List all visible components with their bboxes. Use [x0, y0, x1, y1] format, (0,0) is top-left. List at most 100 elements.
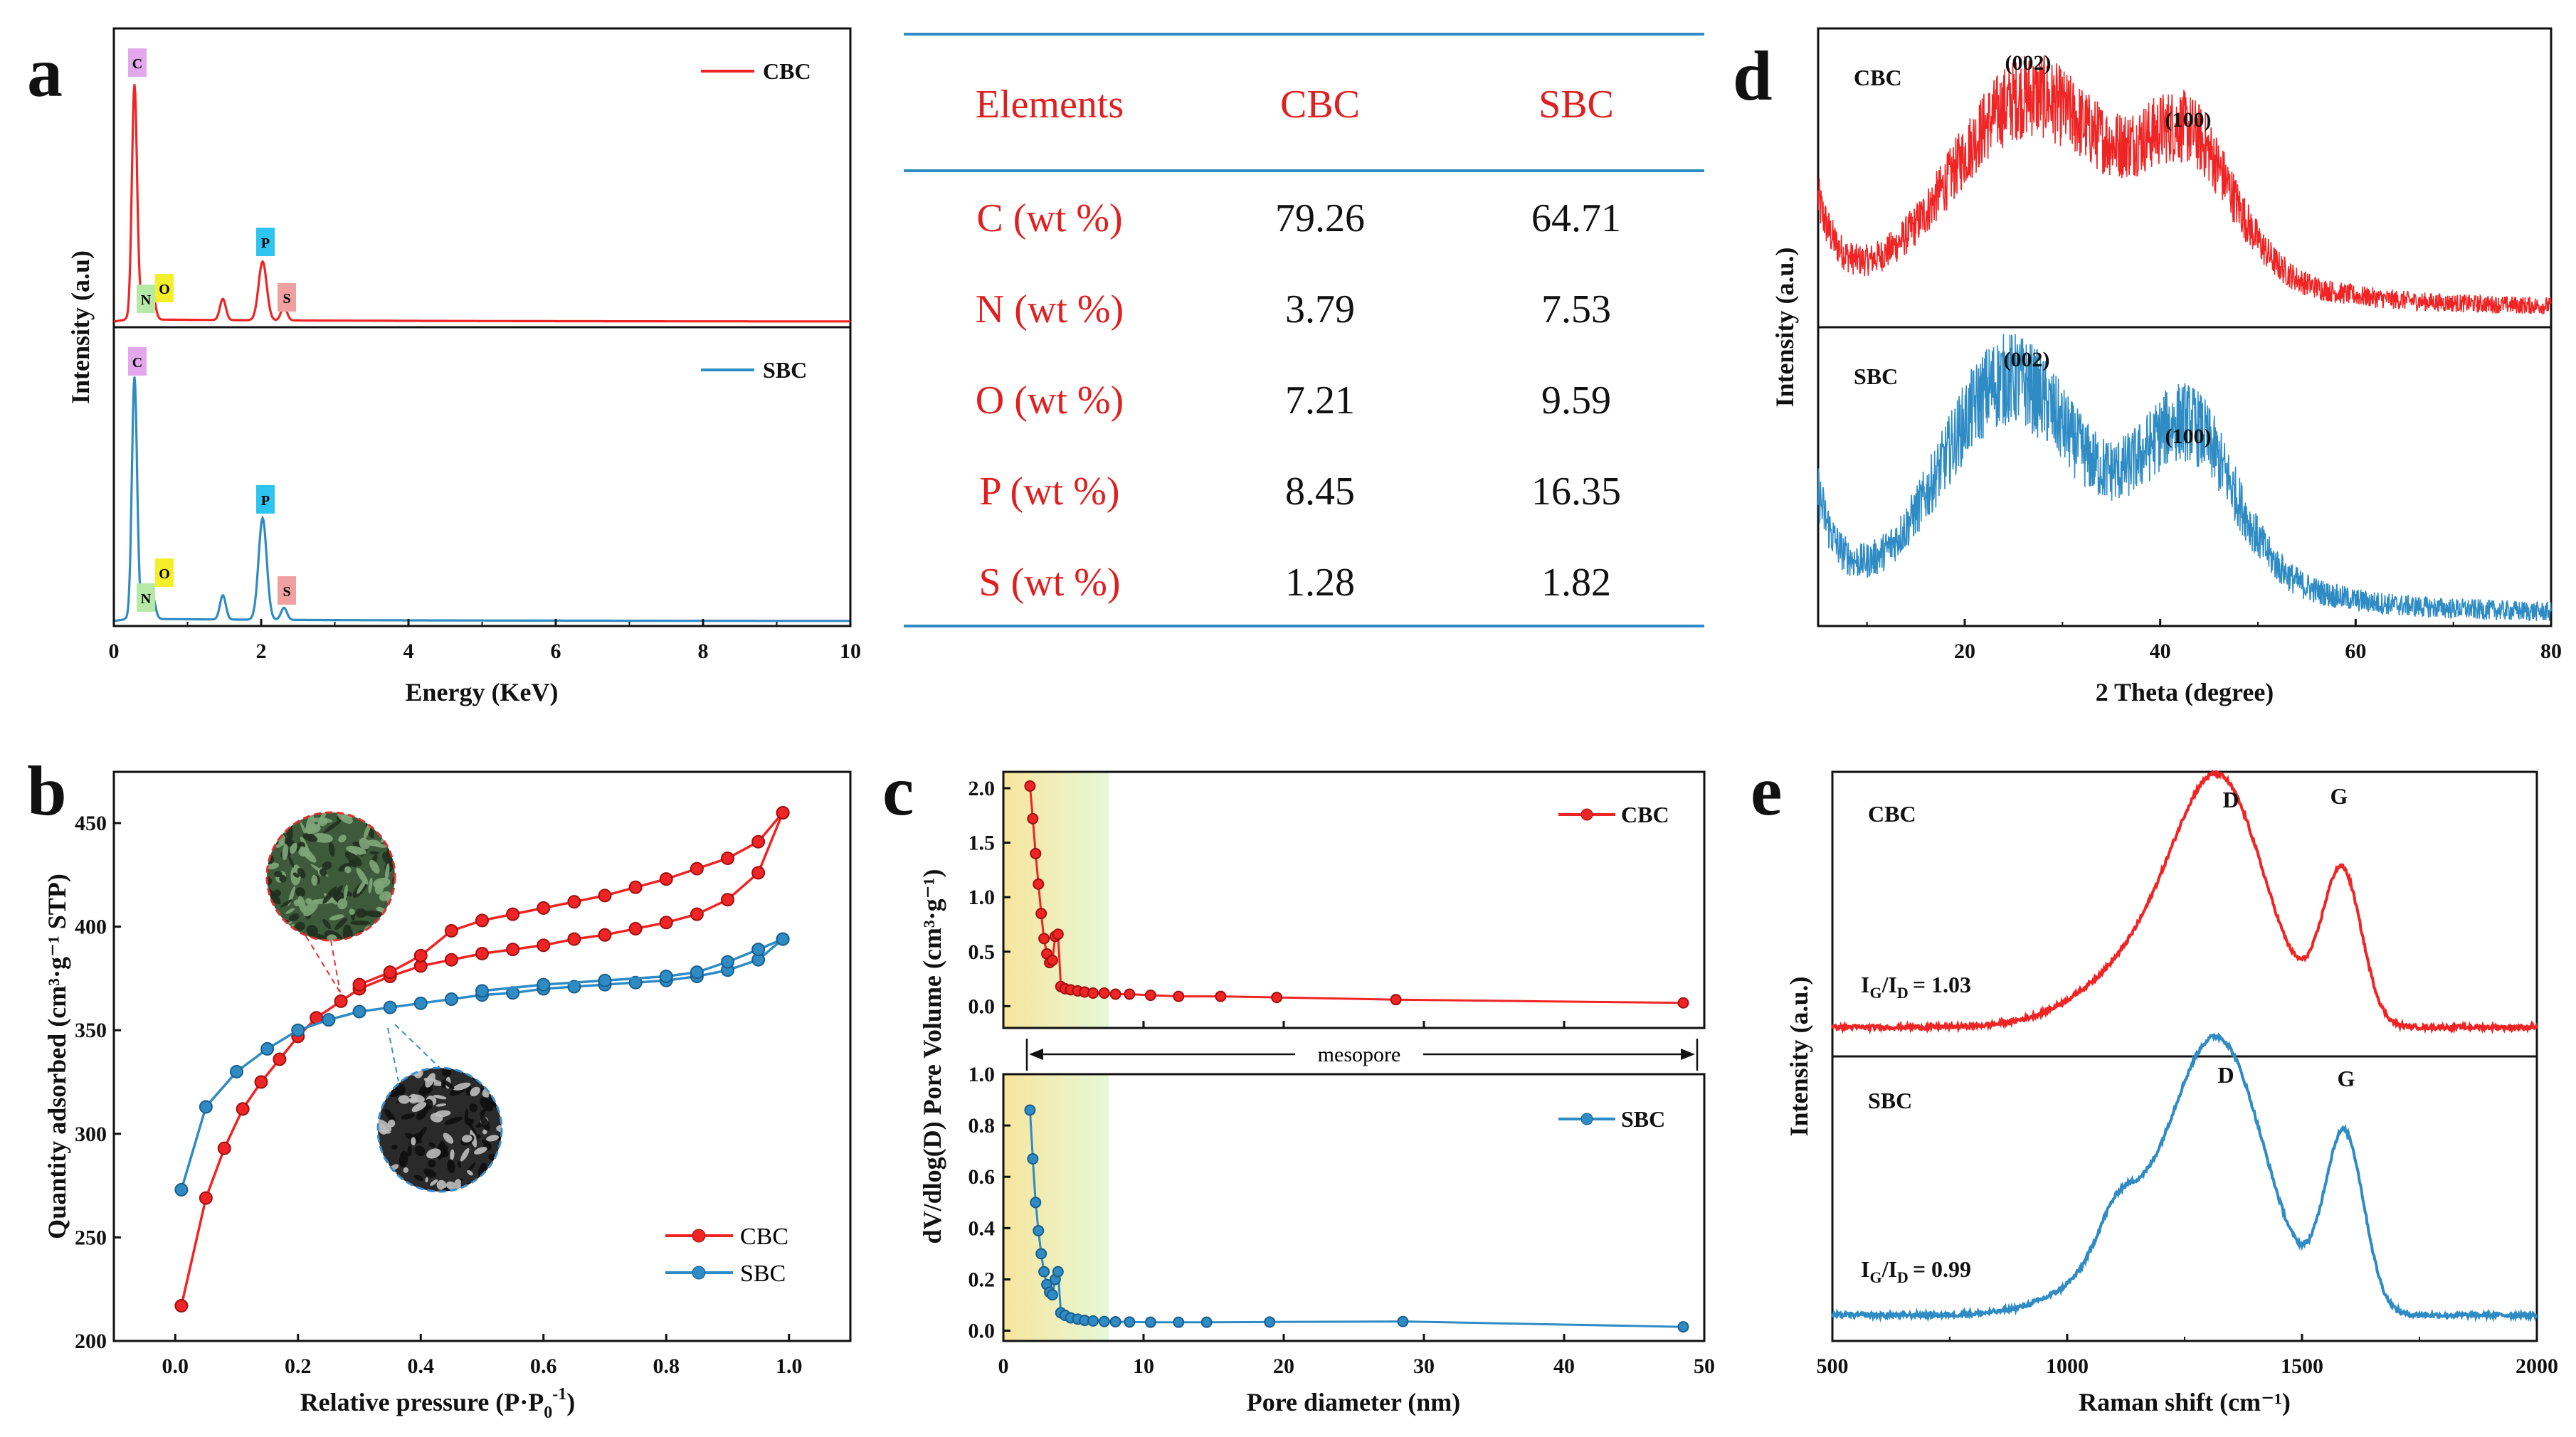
sem-texture-grain [325, 934, 337, 940]
sem-texture-grain [355, 908, 367, 918]
legend-sbc-marker [692, 1266, 706, 1280]
sem-texture-grain [295, 887, 306, 897]
sem-texture-grain [403, 1167, 409, 1173]
isotherm-point [444, 953, 458, 967]
element-tag-n [137, 583, 155, 612]
sem-texture-grain [378, 1068, 391, 1072]
x-tick-label: 30 [1413, 1354, 1435, 1378]
sem-texture-grain [469, 1103, 478, 1113]
isotherm-point [537, 977, 551, 992]
y-axis-title-e: Intensity (a.u.) [1785, 976, 1813, 1136]
inset-leader [394, 1024, 440, 1069]
y-tick-label: 0.5 [968, 940, 996, 964]
ratio-cbc: IG/ID = 1.03 [1861, 972, 1971, 1002]
isotherm-point [751, 866, 766, 880]
isotherm-point [598, 973, 612, 987]
sem-texture-grain [344, 851, 362, 866]
sem-texture-grain [344, 866, 352, 874]
sem-texture-grain [479, 1109, 486, 1116]
element-tag-n [137, 285, 155, 313]
sem-texture-grain [413, 1174, 423, 1181]
y-tick-label: 0.2 [968, 1268, 996, 1291]
y-axis-title: Intensity (a.u) [66, 250, 95, 404]
isotherm-point [659, 969, 673, 983]
peak-D-sbc: D [2217, 1062, 2234, 1088]
pore-point [1109, 988, 1121, 1000]
peak-D-cbc: D [2222, 787, 2239, 812]
sem-texture-grain [407, 1145, 412, 1157]
element-tag-label: S [283, 584, 290, 600]
pore-point [1173, 1316, 1185, 1328]
sample-label-sbc: SBC [1854, 364, 1898, 389]
element-tag-label: O [159, 282, 170, 297]
x-tick-label: 8 [698, 640, 709, 663]
sem-texture-grain [481, 1184, 489, 1192]
sem-texture-grain [338, 834, 347, 843]
sem-texture-grain [381, 1078, 391, 1092]
element-tag-o [155, 274, 174, 302]
legend-cbc-label: CBC [740, 1224, 788, 1250]
sem-texture-grain [434, 1110, 451, 1118]
sem-texture-grain [322, 861, 332, 871]
panel-label-e: e [1751, 751, 1782, 830]
sem-texture-grain [319, 868, 327, 876]
sem-texture-grain [414, 1145, 426, 1157]
pore-point [1173, 990, 1185, 1002]
panel-b-frame [112, 770, 852, 1342]
element-tag-label: O [159, 566, 170, 582]
sem-texture-grain [474, 1147, 487, 1155]
sample-label-cbc-e: CBC [1868, 801, 1916, 827]
isotherm-point [776, 932, 790, 946]
isotherm-point [254, 1075, 268, 1089]
sem-texture-grain [357, 879, 366, 894]
x-tick-label: 500 [1817, 1354, 1849, 1378]
isotherm-point [174, 1298, 189, 1313]
inset-leader [387, 1027, 399, 1082]
composition-table: Elements CBC SBC C (wt %) 79.26 64.71 N (wt %)… [904, 33, 1704, 627]
isotherm-point [291, 1023, 305, 1037]
table-cell: 1.28 [1285, 561, 1355, 605]
pore-point [1046, 1289, 1058, 1301]
legend-cbc-marker [1580, 808, 1593, 821]
pore-line [1028, 1110, 1684, 1328]
legend-b: CBC SBC [665, 1224, 788, 1287]
sem-texture-grain [444, 1116, 463, 1125]
sem-texture-grain [411, 1137, 416, 1146]
legend-cbc-label: CBC [763, 58, 811, 84]
sem-texture-grain [469, 1119, 475, 1124]
sem-texture-grain [384, 863, 390, 882]
sem-texture-grain [376, 929, 388, 938]
isotherm-point [721, 852, 734, 866]
inset-leader [330, 940, 341, 993]
pore-point [1035, 1248, 1047, 1260]
sem-texture-grain [495, 1174, 500, 1184]
sem-texture-grain [288, 856, 295, 868]
x-tick-label: 1500 [2281, 1354, 2323, 1378]
element-tag-p [256, 485, 275, 514]
sem-texture-grain [480, 1115, 490, 1131]
sem-texture-grain [311, 875, 318, 886]
x-tick-label: 2000 [2516, 1354, 2558, 1378]
sem-texture-grain [485, 1075, 495, 1082]
sem-texture-grain [380, 827, 395, 843]
isotherm-point [260, 1041, 275, 1056]
y-tick-label: 0.6 [968, 1165, 996, 1189]
sem-texture-grain [387, 1119, 396, 1128]
table-row-label: O (wt %) [976, 378, 1124, 423]
table-cell: 3.79 [1285, 287, 1355, 332]
legend-cbc-label: CBC [1621, 802, 1669, 827]
x-tick-label: 60 [2345, 640, 2366, 663]
pore-point [1200, 1316, 1213, 1328]
sem-texture-grain [485, 1071, 493, 1078]
element-tag-label: P [261, 235, 270, 251]
isotherm-point [690, 861, 704, 876]
peak-002-sbc: (002) [2004, 348, 2050, 371]
pore-point [1677, 997, 1689, 1009]
sem-texture-grain [423, 1168, 436, 1178]
sem-texture-grain [369, 859, 380, 874]
sem-texture-grain [440, 1148, 449, 1157]
y-tick-label: 0.0 [968, 1320, 996, 1343]
isotherm-point [598, 928, 612, 942]
isotherm-point [334, 994, 348, 1008]
isotherm-point [236, 1102, 250, 1116]
